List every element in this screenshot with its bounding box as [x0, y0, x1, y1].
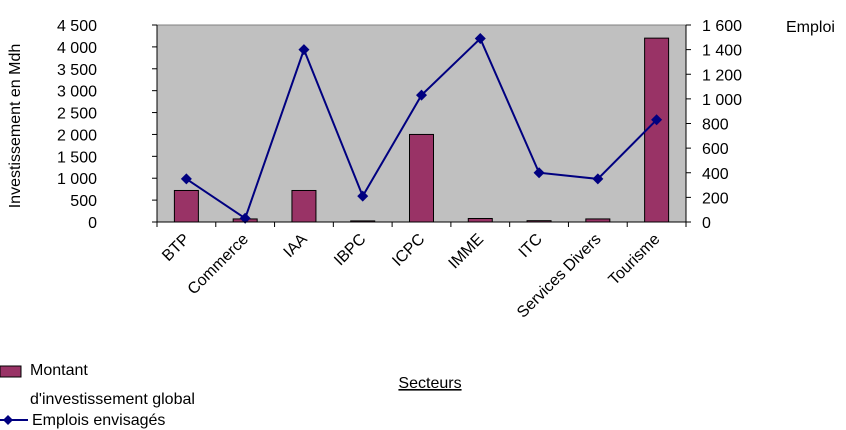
legend-line-label: Emplois envisagés	[32, 412, 165, 429]
marker-tourisme	[651, 114, 663, 126]
x-axis-title: Secteurs	[398, 375, 461, 392]
x-tick-label: ICPC	[389, 231, 428, 270]
y-tick-label: 1 000	[57, 171, 97, 188]
legend-diamond-icon	[3, 415, 13, 425]
marker-itc	[533, 167, 545, 179]
y-tick-label: 2 000	[57, 127, 97, 144]
bar-tourisme	[644, 37, 670, 223]
marker-btp	[180, 173, 192, 185]
x-tick-label: IMME	[446, 231, 488, 273]
x-tick-label: BTP	[159, 231, 193, 265]
y-axis-left: 0 500 1 000 1 500 2 000 2 500 3 000 3 500 4 000 4…	[57, 18, 158, 232]
bar-imme	[467, 217, 493, 223]
y2-tick-label: 1 000	[702, 92, 742, 109]
marker-ibpc	[357, 190, 369, 202]
y2-tick-label: 1 400	[702, 43, 742, 60]
y-tick-label: 500	[70, 193, 97, 210]
x-tick-label: IAA	[281, 231, 311, 261]
legend-bar-swatch	[0, 365, 22, 378]
marker-commerce	[239, 212, 251, 224]
y-tick-label: 3 500	[57, 62, 97, 79]
y2-tick-label: 600	[702, 141, 729, 158]
marker-iaa	[298, 44, 310, 56]
bar-series	[173, 37, 670, 223]
y-axis-title: Investissement en Mdh	[7, 44, 24, 209]
y2-tick-label: 0	[702, 215, 711, 232]
y-tick-label: 2 500	[57, 106, 97, 123]
y-tick-label: 4 500	[57, 18, 97, 35]
y2-tick-label: 800	[702, 117, 729, 134]
y-tick-label: 4 000	[57, 40, 97, 57]
bar-iaa	[291, 189, 317, 223]
x-tick-label: IBPC	[331, 231, 369, 269]
marker-icpc	[416, 89, 427, 101]
legend: Montant d'investissement global Emplois e…	[0, 362, 195, 429]
x-tick-label: Commerce	[185, 231, 252, 298]
y-axis-right: 0 200 400 600 800 1 000 1 200 1 400 1 600	[685, 18, 742, 232]
y2-tick-label: 1 600	[702, 18, 742, 35]
legend-bar-label: Montant d'investissement global	[30, 362, 195, 408]
bar-icpc	[409, 133, 434, 223]
y2-tick-label: 1 200	[702, 67, 742, 84]
emplois-markers	[180, 33, 663, 224]
y2-tick-label: 400	[702, 166, 729, 183]
marker-services-divers	[592, 173, 604, 185]
y-tick-label: 1 500	[57, 149, 97, 166]
y2-tick-label: 200	[702, 190, 729, 207]
y2-axis-title: Emploi	[786, 19, 835, 36]
legend-bar-label-line: Montant	[30, 362, 88, 379]
x-tick-label: Tourisme	[606, 231, 664, 289]
legend-bar-label-line: d'investissement global	[30, 391, 195, 408]
y-tick-label: 3 000	[57, 84, 97, 101]
bar-btp	[173, 189, 199, 223]
x-tick-label: ITC	[516, 231, 546, 261]
marker-imme	[474, 33, 486, 45]
y-tick-label: 0	[88, 215, 97, 232]
